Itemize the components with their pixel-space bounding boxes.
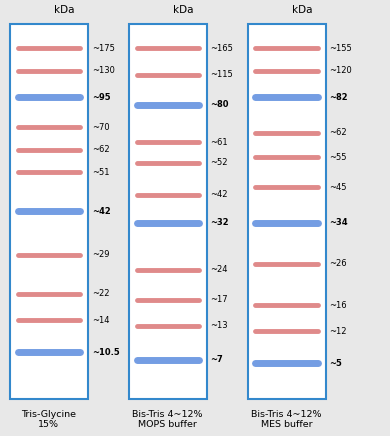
Text: ~42: ~42 [92,207,110,216]
Text: kDa: kDa [173,5,193,15]
Text: ~12: ~12 [330,327,347,336]
Text: ~32: ~32 [211,218,229,227]
Text: ~45: ~45 [330,183,347,191]
Text: ~17: ~17 [211,295,228,304]
Text: Tris-Glycine
15%: Tris-Glycine 15% [21,410,76,429]
Text: ~80: ~80 [211,100,229,109]
Text: ~7: ~7 [211,355,223,364]
Text: ~82: ~82 [330,92,348,102]
Text: Bis-Tris 4~12%
MOPS buffer: Bis-Tris 4~12% MOPS buffer [133,410,203,429]
Text: kDa: kDa [54,5,74,15]
Text: ~52: ~52 [211,158,228,167]
Text: ~175: ~175 [92,44,115,53]
Text: ~70: ~70 [92,123,109,132]
Text: ~165: ~165 [211,44,234,53]
Text: ~61: ~61 [211,138,228,146]
FancyBboxPatch shape [10,24,88,399]
Text: ~26: ~26 [330,259,347,269]
Text: Bis-Tris 4~12%
MES buffer: Bis-Tris 4~12% MES buffer [252,410,322,429]
Text: kDa: kDa [292,5,312,15]
Text: ~62: ~62 [330,128,347,137]
Text: ~42: ~42 [211,190,228,199]
FancyBboxPatch shape [248,24,326,399]
Text: ~24: ~24 [211,265,228,274]
Text: ~13: ~13 [211,321,228,330]
FancyBboxPatch shape [129,24,207,399]
Text: ~16: ~16 [330,301,347,310]
Text: ~55: ~55 [330,153,347,162]
Text: ~130: ~130 [92,66,115,75]
Text: ~22: ~22 [92,290,109,299]
Text: ~120: ~120 [330,66,352,75]
Text: ~5: ~5 [330,359,342,368]
Text: ~34: ~34 [330,218,348,227]
Text: ~62: ~62 [92,145,109,154]
Text: ~51: ~51 [92,167,109,177]
Text: ~29: ~29 [92,250,109,259]
Text: ~95: ~95 [92,92,110,102]
Text: ~115: ~115 [211,70,233,79]
Text: ~10.5: ~10.5 [92,347,119,357]
Text: ~155: ~155 [330,44,352,53]
Text: ~14: ~14 [92,316,109,325]
